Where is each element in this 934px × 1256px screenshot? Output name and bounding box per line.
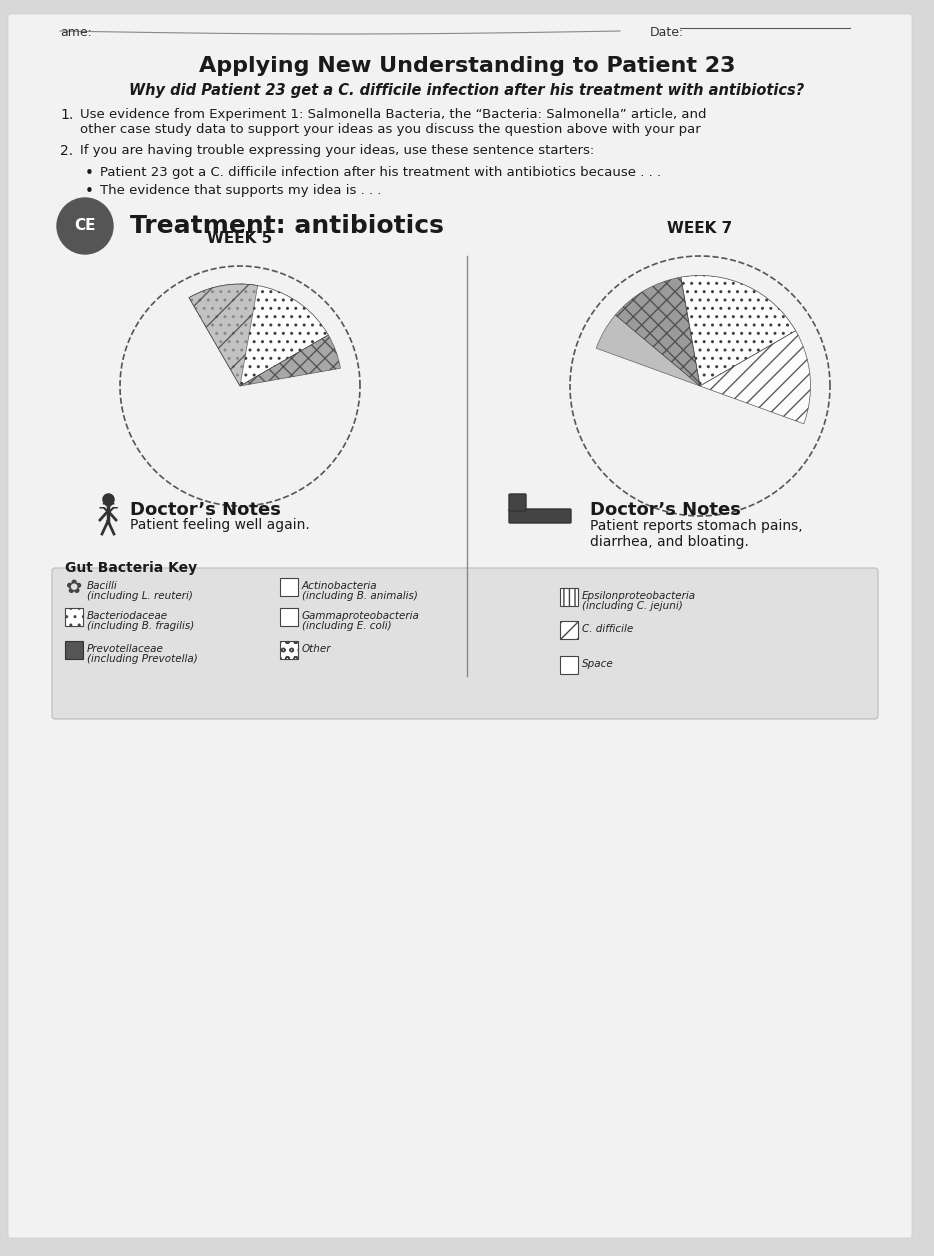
Text: Actinobacteria: Actinobacteria — [302, 582, 377, 592]
Text: ✿: ✿ — [65, 578, 82, 597]
Text: Use evidence from Experiment 1: Salmonella Bacteria, the “Bacteria: Salmonella” : Use evidence from Experiment 1: Salmonel… — [80, 108, 706, 136]
Text: ⚶: ⚶ — [97, 492, 119, 516]
Text: ame:: ame: — [60, 26, 92, 39]
Text: (including B. fragilis): (including B. fragilis) — [87, 620, 194, 631]
Text: (including L. reuteri): (including L. reuteri) — [87, 592, 193, 602]
Text: •: • — [85, 183, 94, 198]
Circle shape — [57, 198, 113, 254]
Text: Treatment: antibiotics: Treatment: antibiotics — [130, 214, 444, 237]
Text: Epsilonproteobacteria: Epsilonproteobacteria — [582, 592, 696, 602]
Text: Bacteriodaceae: Bacteriodaceae — [87, 610, 168, 620]
Text: Applying New Understanding to Patient 23: Applying New Understanding to Patient 23 — [199, 57, 735, 77]
Text: (including Prevotella): (including Prevotella) — [87, 654, 198, 664]
Text: Date:: Date: — [650, 26, 685, 39]
Wedge shape — [240, 335, 341, 386]
Text: WEEK 7: WEEK 7 — [668, 221, 732, 236]
Text: •: • — [85, 166, 94, 181]
Text: Patient 23 got a C. difficile infection after his treatment with antibiotics bec: Patient 23 got a C. difficile infection … — [100, 166, 661, 180]
Text: (including B. animalis): (including B. animalis) — [302, 592, 417, 602]
Wedge shape — [616, 278, 700, 386]
FancyBboxPatch shape — [509, 494, 526, 511]
FancyBboxPatch shape — [52, 568, 878, 718]
Text: Bacilli: Bacilli — [87, 582, 118, 592]
Text: Why did Patient 23 get a C. difficile infection after his treatment with antibio: Why did Patient 23 get a C. difficile in… — [130, 83, 804, 98]
Text: Other: Other — [302, 644, 332, 654]
Text: (including E. coli): (including E. coli) — [302, 620, 391, 631]
Text: Patient feeling well again.: Patient feeling well again. — [130, 517, 310, 533]
Text: WEEK 5: WEEK 5 — [207, 231, 273, 246]
Text: Gammaproteobacteria: Gammaproteobacteria — [302, 610, 420, 620]
FancyBboxPatch shape — [560, 588, 578, 605]
Text: 2.: 2. — [60, 144, 73, 158]
Wedge shape — [681, 275, 796, 386]
Wedge shape — [189, 284, 329, 386]
Text: Patient reports stomach pains,
diarrhea, and bloating.: Patient reports stomach pains, diarrhea,… — [590, 519, 802, 549]
FancyBboxPatch shape — [560, 620, 578, 639]
Text: The evidence that supports my idea is . . .: The evidence that supports my idea is . … — [100, 183, 381, 197]
Wedge shape — [700, 330, 811, 423]
FancyBboxPatch shape — [65, 641, 83, 659]
Text: Doctor’s Notes: Doctor’s Notes — [130, 501, 281, 519]
FancyBboxPatch shape — [8, 14, 912, 1238]
FancyBboxPatch shape — [280, 641, 298, 659]
Text: Doctor’s Notes: Doctor’s Notes — [590, 501, 741, 519]
Text: Prevotellaceae: Prevotellaceae — [87, 644, 163, 654]
FancyBboxPatch shape — [560, 656, 578, 674]
Wedge shape — [596, 315, 700, 386]
Text: (including C. jejuni): (including C. jejuni) — [582, 602, 683, 610]
Text: CE: CE — [74, 219, 96, 234]
FancyBboxPatch shape — [509, 509, 571, 522]
Text: C. difficile: C. difficile — [582, 624, 633, 634]
Text: Space: Space — [582, 659, 614, 669]
Text: If you are having trouble expressing your ideas, use these sentence starters:: If you are having trouble expressing you… — [80, 144, 594, 157]
Wedge shape — [189, 284, 258, 386]
Text: 1.: 1. — [60, 108, 73, 122]
FancyBboxPatch shape — [65, 608, 83, 625]
FancyBboxPatch shape — [280, 578, 298, 597]
Text: Gut Bacteria Key: Gut Bacteria Key — [65, 561, 197, 575]
FancyBboxPatch shape — [280, 608, 298, 625]
